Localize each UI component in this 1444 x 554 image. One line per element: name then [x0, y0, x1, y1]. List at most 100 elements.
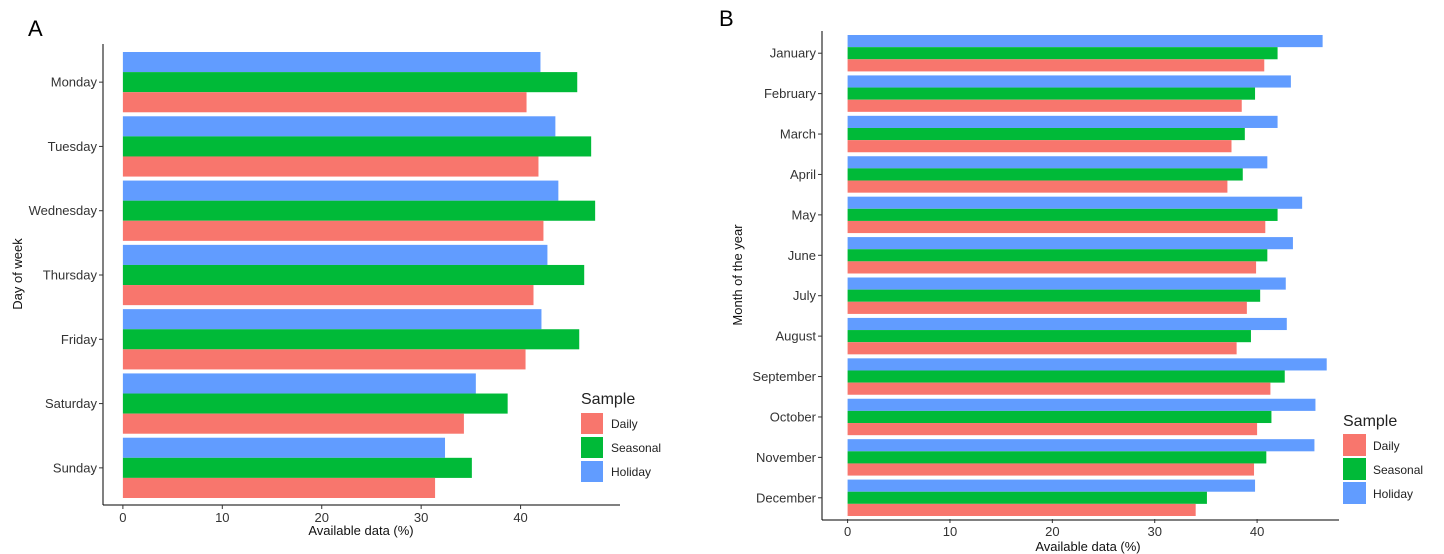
panel-a-bars — [122, 52, 596, 498]
panel-a-bar-seasonal-wednesday — [122, 200, 596, 221]
panel-a-x-tick-20: 20 — [314, 510, 328, 525]
panel-b-x-tick-40: 40 — [1250, 524, 1264, 539]
panel-b-bar-daily-december — [847, 503, 1196, 516]
panel-b-bar-daily-may — [847, 220, 1266, 234]
panel-a-x-tick-labels: 0 10 20 30 40 — [119, 505, 528, 525]
panel-b-bar-seasonal-february — [847, 87, 1256, 100]
panel-b-legend-label-holiday: Holiday — [1373, 487, 1413, 501]
panel-a-bar-holiday-thursday — [122, 244, 548, 265]
panel-b-legend: Sample Daily Seasonal Holiday — [1343, 413, 1423, 504]
panel-a-bar-daily-saturday — [122, 413, 464, 434]
panel-a-legend-title: Sample — [581, 391, 635, 408]
panel-b-bar-holiday-september — [847, 358, 1327, 371]
panel-a-x-tick-30: 30 — [414, 510, 428, 525]
panel-b-bar-seasonal-september — [847, 370, 1285, 383]
panel-a-legend: Sample Daily Seasonal Holiday — [581, 391, 661, 482]
panel-a-bar-seasonal-tuesday — [122, 136, 592, 157]
panel-b-bar-holiday-may — [847, 196, 1303, 209]
panel-a-legend-label-holiday: Holiday — [611, 465, 651, 479]
panel-b-bar-holiday-february — [847, 75, 1291, 88]
panel-a-bar-seasonal-thursday — [122, 264, 585, 286]
panel-a-y-tick-saturday: Saturday — [45, 396, 98, 411]
panel-b-bar-holiday-april — [847, 156, 1268, 169]
panel-b-x-tick-10: 10 — [943, 524, 957, 539]
panel-a-bar-seasonal-sunday — [122, 457, 472, 478]
panel-a-y-tick-thursday: Thursday — [43, 268, 98, 283]
panel-a-y-tick-labels: Monday Tuesday Wednesday Thursday Friday Satu… — [29, 75, 103, 475]
panel-a-bar-holiday-tuesday — [122, 116, 556, 137]
panel-a-bar-daily-wednesday — [122, 220, 544, 241]
panel-b-y-tick-april: April — [790, 167, 816, 182]
panel-b-bar-daily-march — [847, 140, 1232, 153]
panel-b-bar-daily-november — [847, 463, 1255, 476]
panel-a-x-tick-40: 40 — [513, 510, 527, 525]
panel-a-bar-holiday-sunday — [122, 437, 446, 458]
panel-a-bar-holiday-saturday — [122, 373, 476, 394]
panel-b-legend-key-holiday — [1343, 482, 1366, 504]
panel-b-bar-seasonal-august — [847, 330, 1251, 343]
panel-b-bar-holiday-october — [847, 398, 1316, 411]
panel-b-bar-seasonal-june — [847, 249, 1268, 262]
panel-b-legend-title: Sample — [1343, 413, 1397, 430]
panel-b-x-tick-20: 20 — [1045, 524, 1059, 539]
panel-a-bar-daily-monday — [122, 92, 527, 113]
panel-b-bar-daily-june — [847, 261, 1257, 274]
panel-a-label: A — [28, 16, 43, 41]
panel-a-legend-key-holiday — [581, 461, 603, 482]
panel-b-y-tick-july: July — [793, 288, 817, 303]
panel-b-y-tick-september: September — [752, 369, 816, 384]
panel-b-bar-holiday-august — [847, 317, 1287, 331]
panel-b-legend-key-seasonal — [1343, 458, 1366, 480]
panel-a-y-tick-sunday: Sunday — [53, 460, 98, 475]
panel-b-x-axis-title: Available data (%) — [1035, 539, 1140, 554]
panel-b-bar-holiday-november — [847, 439, 1315, 452]
panel-a-y-tick-wednesday: Wednesday — [29, 203, 98, 218]
panel-a-bar-seasonal-monday — [122, 72, 578, 93]
panel-b-y-tick-august: August — [776, 329, 817, 344]
panel-a-x-tick-10: 10 — [215, 510, 229, 525]
panel-a-y-tick-tuesday: Tuesday — [48, 139, 98, 154]
panel-a-bar-daily-thursday — [122, 285, 534, 306]
panel-a: A Monday Tuesday Wednesday Thursday Friday Sa… — [10, 16, 661, 538]
panel-b-legend-label-seasonal: Seasonal — [1373, 463, 1423, 477]
panel-b-bar-holiday-january — [847, 35, 1323, 48]
panel-a-y-axis-title: Day of week — [10, 238, 25, 310]
panel-a-bar-holiday-wednesday — [122, 180, 559, 201]
panel-a-legend-label-daily: Daily — [611, 417, 638, 431]
panel-b-bar-seasonal-december — [847, 491, 1207, 504]
panel-b-y-axis-title: Month of the year — [730, 224, 745, 326]
panel-b-x-tick-0: 0 — [844, 524, 851, 539]
panel-b-y-tick-january: January — [770, 46, 817, 61]
panel-a-bar-daily-sunday — [122, 477, 436, 498]
panel-b-bar-seasonal-july — [847, 289, 1261, 302]
panel-b-label: B — [719, 6, 734, 31]
panel-b-y-tick-june: June — [788, 248, 816, 263]
panel-b-bar-seasonal-march — [847, 127, 1245, 141]
panel-b-bar-seasonal-may — [847, 208, 1278, 221]
panel-b-bar-holiday-june — [847, 237, 1293, 250]
panel-a-bar-holiday-friday — [122, 309, 542, 330]
panel-b-bar-daily-april — [847, 180, 1228, 193]
panel-b-legend-key-daily — [1343, 434, 1366, 456]
panel-a-y-tick-friday: Friday — [61, 332, 98, 347]
panel-a-x-tick-0: 0 — [119, 510, 126, 525]
panel-a-y-tick-monday: Monday — [51, 75, 98, 90]
panel-a-legend-key-daily — [581, 413, 603, 434]
panel-b-bar-holiday-december — [847, 479, 1256, 492]
panel-b-bar-seasonal-october — [847, 410, 1272, 424]
panel-a-bar-daily-friday — [122, 349, 526, 370]
panel-b-y-tick-october: October — [770, 409, 817, 424]
panel-b-bar-seasonal-january — [847, 47, 1278, 60]
panel-b-bar-daily-october — [847, 423, 1258, 436]
panel-b-y-tick-december: December — [756, 490, 817, 505]
panel-a-bar-seasonal-saturday — [122, 393, 508, 414]
panel-a-bar-holiday-monday — [122, 52, 541, 73]
panel-b-bar-seasonal-november — [847, 451, 1267, 464]
panel-b-bar-daily-august — [847, 342, 1237, 355]
panel-b-x-tick-30: 30 — [1147, 524, 1161, 539]
panel-a-bar-daily-tuesday — [122, 156, 539, 177]
panel-a-legend-label-seasonal: Seasonal — [611, 441, 661, 455]
panel-b-y-tick-november: November — [756, 450, 817, 465]
panel-b-x-tick-labels: 0 10 20 30 40 — [844, 519, 1264, 539]
panel-a-x-axis-title: Available data (%) — [308, 523, 413, 538]
